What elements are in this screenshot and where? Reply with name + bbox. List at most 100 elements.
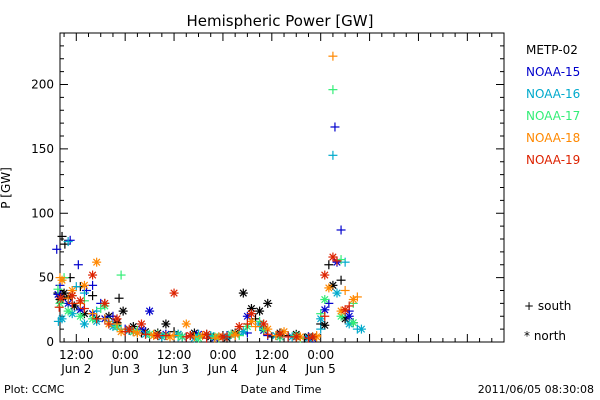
point-north <box>153 331 163 341</box>
point-north <box>348 295 358 305</box>
point-south <box>71 282 81 292</box>
y-axis: 0 50 100 150 200 <box>31 32 504 349</box>
point-north <box>348 318 358 328</box>
x-tick-time-label: 0:00 <box>112 348 139 362</box>
x-tick-time-label: 0:00 <box>209 348 236 362</box>
point-south <box>316 324 326 334</box>
point-south <box>324 260 334 270</box>
point-south <box>251 322 261 332</box>
point-north <box>246 309 256 319</box>
point-north <box>132 328 142 338</box>
x-tick-time-label: 12:00 <box>255 348 290 362</box>
point-south <box>92 314 102 324</box>
legend: METP-02 NOAA-15 NOAA-16 NOAA-17 NOAA-18 NOAA-… <box>526 43 580 167</box>
point-north <box>118 306 128 316</box>
point-north <box>92 257 102 267</box>
point-south <box>328 150 338 160</box>
legend-entry: NOAA-19 <box>526 153 580 167</box>
marker-legend-entry: * north <box>524 329 566 343</box>
point-south <box>57 231 67 241</box>
x-tick-date-label: Jun 3 <box>109 362 140 376</box>
x-tick-date-label: Jun 5 <box>305 362 336 376</box>
point-south <box>332 256 342 266</box>
point-south <box>100 314 110 324</box>
point-south <box>320 311 330 321</box>
point-north <box>234 322 244 332</box>
point-north <box>88 270 98 280</box>
point-south <box>52 244 62 254</box>
point-north <box>181 319 191 329</box>
point-north <box>55 298 65 308</box>
x-tick-date-label: Jun 4 <box>207 362 238 376</box>
point-north <box>145 306 155 316</box>
point-north <box>344 311 354 321</box>
point-north <box>275 329 285 339</box>
point-north <box>63 306 73 316</box>
point-north <box>328 252 338 262</box>
plot-area <box>59 32 505 343</box>
marker-legend-entry: + south <box>524 299 571 313</box>
point-south <box>141 329 151 339</box>
x-tick-date-label: Jun 2 <box>60 362 91 376</box>
point-north <box>124 324 134 334</box>
point-north <box>308 332 318 342</box>
point-north <box>57 275 67 285</box>
point-south <box>330 122 340 132</box>
point-south <box>73 260 83 270</box>
point-south <box>63 237 73 247</box>
point-south <box>328 85 338 95</box>
x-axis-label: Date and Time <box>241 383 322 396</box>
footer-left-credit: Plot: CCMC <box>4 383 65 396</box>
point-north <box>169 288 179 298</box>
point-south <box>263 329 273 339</box>
data-points <box>52 51 366 343</box>
point-north <box>136 319 146 329</box>
point-south <box>79 304 89 314</box>
point-north <box>340 305 350 315</box>
point-north <box>356 324 366 334</box>
point-north <box>202 329 212 339</box>
point-south <box>104 319 114 329</box>
point-north <box>79 319 89 329</box>
point-south <box>328 51 338 61</box>
point-south <box>344 301 354 311</box>
point-south <box>283 332 293 342</box>
point-north <box>67 291 77 301</box>
point-north <box>259 319 269 329</box>
point-north <box>218 332 228 342</box>
point-south <box>88 280 98 290</box>
point-north <box>165 332 175 342</box>
point-north <box>332 288 342 298</box>
y-tick-label: 200 <box>31 78 54 92</box>
point-north <box>79 280 89 290</box>
y-axis-label: P [GW] <box>0 167 13 209</box>
point-south <box>340 286 350 295</box>
point-north <box>263 298 273 308</box>
point-south <box>79 288 89 298</box>
point-south <box>336 275 346 285</box>
point-south <box>53 284 63 294</box>
point-north <box>100 298 110 308</box>
point-south <box>67 298 77 308</box>
point-north <box>185 331 195 341</box>
point-north <box>291 332 301 342</box>
y-tick-label: 50 <box>39 271 54 285</box>
x-tick-time-label: 0:00 <box>307 348 334 362</box>
legend-entry: METP-02 <box>526 43 578 57</box>
footer-timestamp: 2011/06/05 08:30:08 <box>478 383 594 396</box>
point-north <box>161 319 171 329</box>
legend-entry: NOAA-15 <box>526 65 580 79</box>
point-north <box>320 270 330 280</box>
point-north <box>75 311 85 321</box>
legend-entry: NOAA-17 <box>526 109 580 123</box>
marker-legend: + south * north <box>524 299 571 343</box>
y-tick-label: 100 <box>31 206 54 220</box>
point-south <box>336 225 346 235</box>
point-north <box>320 295 330 305</box>
point-north <box>75 296 85 306</box>
point-north <box>255 306 265 316</box>
point-north <box>230 329 240 339</box>
point-south <box>88 291 98 301</box>
